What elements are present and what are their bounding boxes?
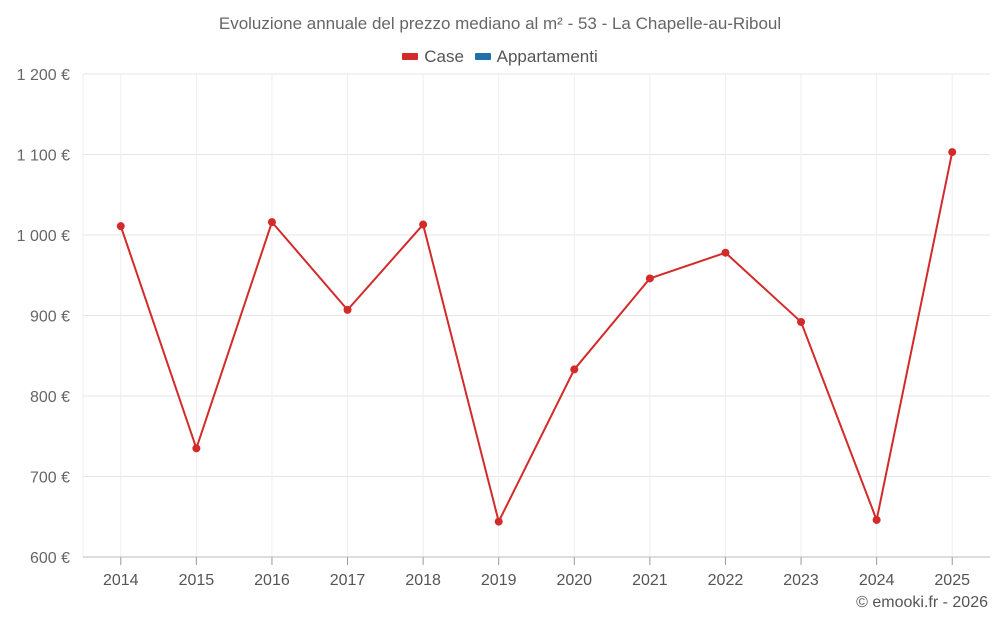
data-point-case [267,218,276,227]
data-point-case [192,444,201,453]
legend-item-case[interactable]: Case [402,47,464,67]
x-tick-label: 2015 [179,572,215,589]
y-tick-label: 800 € [30,389,70,406]
legend-label-appartamenti: Appartamenti [496,46,598,66]
legend-item-appartamenti[interactable]: Appartamenti [474,46,598,67]
data-point-case [343,305,352,314]
x-axis: 2014 2015 2016 2017 2018 2019 2020 2021 2022 2023… [83,556,990,589]
legend-swatch-case [402,53,419,60]
data-point-case [494,517,503,526]
x-tick-label: 2024 [859,572,895,589]
legend: Case Appartamenti [0,45,1000,67]
x-tick-label: 2020 [556,572,592,589]
data-point-case [419,220,428,229]
copyright: © emooki.fr - 2026 [856,594,988,611]
y-tick-label: 1 200 € [17,67,70,84]
x-tick-label: 2022 [708,572,744,589]
x-tick-label: 2016 [254,572,290,589]
data-point-case [721,248,730,257]
legend-label-case: Case [424,46,464,66]
y-tick-label: 600 € [30,550,70,567]
y-tick-label: 1 100 € [17,148,70,165]
y-axis: 600 € 700 € 800 € 900 € 1 000 € 1 100 € 1 200 … [17,67,70,567]
x-tick-label: 2017 [330,572,366,589]
series-layer [116,148,957,526]
data-point-case [645,274,654,283]
y-tick-label: 900 € [30,309,70,326]
data-point-case [797,317,806,326]
data-point-case [872,515,881,524]
data-point-case [116,222,125,231]
chart-title: Evoluzione annuale del prezzo mediano al… [218,14,782,33]
y-tick-label: 700 € [30,470,70,487]
x-tick-label: 2023 [783,572,819,589]
grid [82,73,990,558]
data-point-case [570,365,579,374]
x-tick-label: 2021 [632,572,668,589]
series-line-case [119,151,954,523]
x-tick-label: 2025 [934,572,970,589]
x-tick-label: 2018 [405,572,441,589]
legend-swatch-appartamenti [474,53,491,60]
data-point-case [948,148,957,157]
y-tick-label: 1 000 € [17,228,70,245]
x-tick-label: 2014 [103,572,139,589]
x-tick-label: 2019 [481,572,517,589]
